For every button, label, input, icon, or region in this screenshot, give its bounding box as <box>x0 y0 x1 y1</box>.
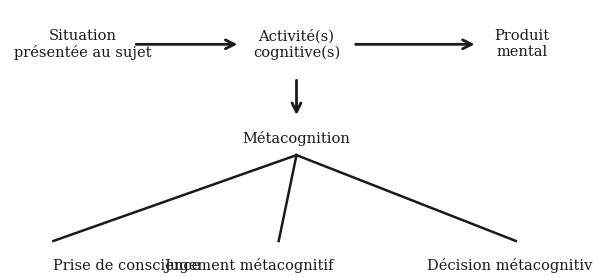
Text: Situation
présentée au sujet: Situation présentée au sujet <box>14 29 152 60</box>
Text: Décision métacognitive, régulat: Décision métacognitive, régulat <box>427 258 593 273</box>
Text: Jugement métacognitif: Jugement métacognitif <box>164 258 334 273</box>
Text: Métacognition: Métacognition <box>243 131 350 146</box>
Text: Produit
mental: Produit mental <box>495 29 549 60</box>
Text: Activité(s)
cognitive(s): Activité(s) cognitive(s) <box>253 29 340 60</box>
Text: Prise de conscience: Prise de conscience <box>53 259 200 273</box>
